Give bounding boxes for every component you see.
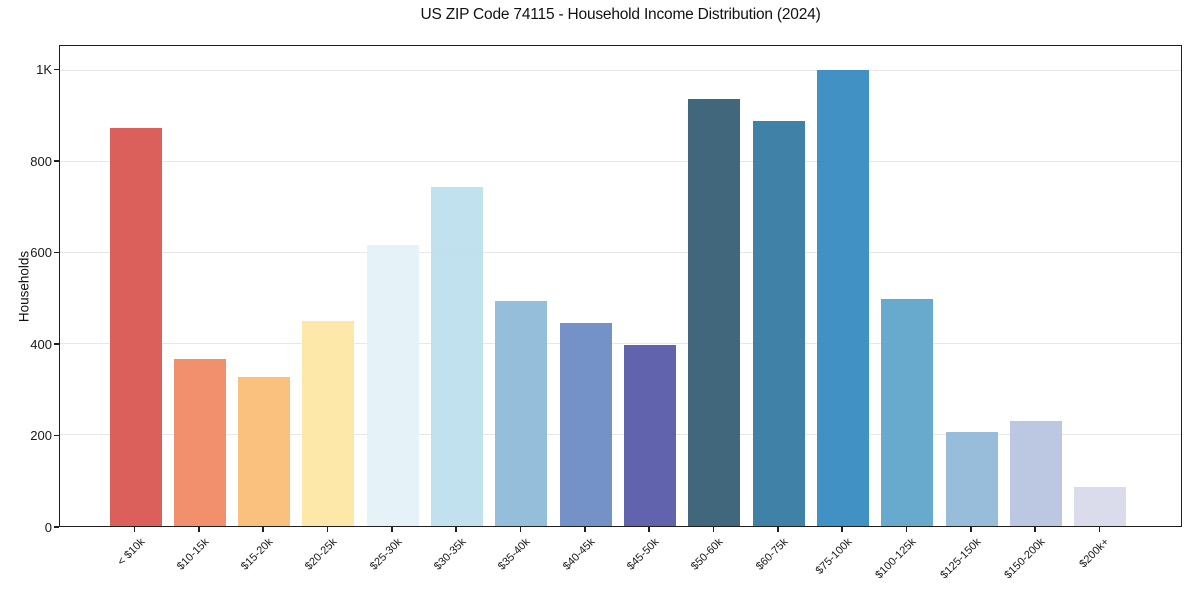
x-tick-label-5: $30-35k bbox=[432, 536, 469, 573]
x-tick-mark-12 bbox=[905, 526, 908, 532]
x-tick-label-15: $200k+ bbox=[1077, 536, 1112, 571]
y-tick-label-200: 200 bbox=[30, 428, 52, 444]
bar-10-15k bbox=[173, 358, 226, 526]
x-tick-label-13: $125-150k bbox=[938, 536, 984, 582]
x-tick-label-14: $150-200k bbox=[1002, 536, 1048, 582]
plot-area bbox=[59, 45, 1182, 527]
bar-100-125k bbox=[881, 299, 934, 526]
x-tick-mark-5 bbox=[455, 526, 457, 532]
bar-75-100k bbox=[817, 69, 870, 526]
x-tick-label-9: $50-60k bbox=[689, 536, 726, 573]
bar-45-50k bbox=[624, 344, 677, 526]
bar-25-30k bbox=[366, 245, 419, 526]
y-tick-label-1K: 1K bbox=[36, 62, 52, 78]
x-tick-label-10: $60-75k bbox=[753, 536, 791, 573]
y-tick-label-800: 800 bbox=[30, 153, 52, 169]
y-tick-mark-600 bbox=[54, 251, 59, 254]
x-tick-mark-8 bbox=[648, 526, 650, 532]
bar-200k+ bbox=[1074, 487, 1127, 526]
gridline-400 bbox=[60, 342, 1181, 344]
bar-150-200k bbox=[1010, 421, 1063, 526]
bar-15-20k bbox=[238, 376, 291, 526]
x-tick-label-3: $20-25k bbox=[303, 536, 340, 573]
x-tick-mark-2 bbox=[262, 526, 264, 532]
x-tick-mark-0 bbox=[133, 526, 136, 532]
bar-20-25k bbox=[302, 321, 355, 526]
y-tick-label-400: 400 bbox=[30, 336, 52, 352]
y-tick-mark-200 bbox=[54, 434, 59, 437]
gridline-600 bbox=[60, 251, 1181, 253]
bar-50-60k bbox=[688, 99, 741, 526]
y-tick-mark-400 bbox=[54, 343, 59, 345]
y-tick-mark-800 bbox=[54, 160, 59, 162]
x-tick-label-11: $75-100k bbox=[813, 536, 855, 577]
x-tick-label-6: $35-40k bbox=[496, 536, 533, 573]
x-tick-label-1: $10-15k bbox=[174, 536, 212, 573]
bar-35-40k bbox=[495, 301, 548, 526]
x-tick-mark-3 bbox=[326, 526, 329, 532]
bar-30-35k bbox=[431, 186, 484, 526]
gridline-200 bbox=[60, 433, 1181, 435]
chart-title: US ZIP Code 74115 - Household Income Dis… bbox=[420, 6, 821, 23]
gridline-1K bbox=[60, 69, 1181, 71]
bar-125-150k bbox=[945, 432, 998, 526]
x-tick-mark-13 bbox=[970, 526, 972, 532]
x-tick-mark-7 bbox=[584, 526, 586, 532]
bar-40-45k bbox=[559, 322, 612, 526]
x-tick-mark-11 bbox=[841, 526, 843, 532]
bar-60-75k bbox=[752, 121, 805, 526]
x-tick-mark-6 bbox=[519, 526, 522, 532]
x-tick-label-8: $45-50k bbox=[625, 536, 662, 573]
x-tick-mark-1 bbox=[198, 526, 200, 532]
x-tick-mark-10 bbox=[777, 526, 779, 532]
gridline-800 bbox=[60, 160, 1181, 162]
bar-10k bbox=[109, 127, 162, 526]
x-tick-label-0: < $10k bbox=[114, 536, 147, 569]
x-tick-mark-4 bbox=[391, 526, 393, 532]
x-tick-label-4: $25-30k bbox=[367, 536, 405, 573]
x-tick-label-7: $40-45k bbox=[560, 536, 598, 573]
y-tick-mark-1K bbox=[54, 68, 59, 71]
x-tick-mark-9 bbox=[712, 526, 715, 532]
y-tick-mark-0 bbox=[54, 526, 59, 528]
x-tick-mark-14 bbox=[1034, 526, 1036, 532]
y-tick-label-600: 600 bbox=[30, 245, 52, 261]
x-tick-label-2: $15-20k bbox=[239, 536, 276, 573]
x-tick-mark-15 bbox=[1098, 526, 1101, 532]
x-tick-label-12: $100-125k bbox=[873, 536, 919, 582]
y-tick-label-0: 0 bbox=[44, 519, 52, 535]
